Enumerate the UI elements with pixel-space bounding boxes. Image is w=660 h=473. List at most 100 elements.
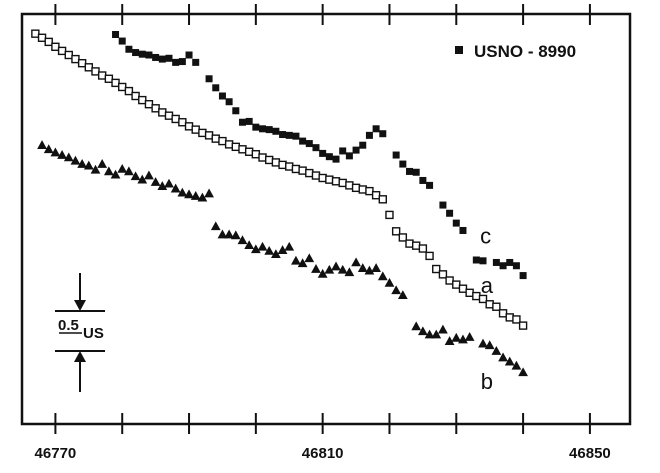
data-point (178, 58, 186, 66)
data-point (152, 53, 160, 61)
data-point (332, 155, 340, 163)
data-point (37, 140, 47, 150)
data-point (444, 336, 455, 345)
data-point (499, 262, 507, 270)
data-point (103, 166, 114, 176)
data-point (144, 170, 154, 180)
data-point (445, 276, 454, 285)
data-point (299, 137, 307, 145)
legend-marker (455, 46, 463, 54)
data-point (224, 229, 234, 239)
data-point (458, 334, 468, 344)
data-point (279, 131, 287, 139)
data-point (398, 233, 408, 242)
data-point (325, 175, 334, 184)
data-point (492, 302, 501, 311)
data-point (91, 67, 100, 76)
data-point (130, 171, 141, 181)
x-tick-label: 46810 (302, 445, 344, 462)
data-point (110, 169, 121, 179)
data-point (438, 324, 448, 334)
data-point (97, 71, 107, 80)
data-point (305, 168, 314, 178)
data-point (405, 239, 414, 248)
data-point (472, 256, 480, 264)
data-point (378, 195, 387, 204)
data-point (164, 111, 174, 120)
data-point (505, 313, 514, 322)
data-point (131, 91, 140, 101)
data-point (498, 309, 508, 318)
data-point (297, 258, 308, 268)
data-point (364, 265, 375, 275)
data-point (271, 158, 281, 167)
data-point (345, 181, 354, 190)
data-point (124, 166, 134, 176)
data-point (518, 367, 528, 377)
data-point (311, 263, 321, 273)
plot-frame (20, 12, 632, 426)
data-point (298, 166, 307, 175)
data-point (472, 291, 481, 301)
data-point (51, 42, 60, 51)
data-point (258, 153, 267, 162)
data-point (192, 58, 200, 66)
data-point (498, 352, 508, 362)
data-point (331, 261, 341, 271)
scale-bar-upper-arrowhead (74, 300, 86, 311)
data-point (324, 264, 335, 274)
data-point (318, 173, 327, 183)
data-point (225, 98, 233, 106)
data-point (438, 270, 448, 279)
data-point (291, 164, 301, 174)
data-point (384, 277, 395, 287)
data-point (184, 189, 194, 199)
x-tick-label: 46770 (35, 445, 77, 462)
data-point (252, 123, 260, 131)
data-point (244, 147, 254, 156)
data-point (371, 263, 381, 273)
data-point (112, 31, 120, 38)
data-point (77, 59, 87, 68)
data-point (304, 253, 315, 263)
series-label-a: a (481, 273, 494, 298)
data-point (458, 284, 468, 293)
series-label-b: b (481, 369, 493, 394)
data-point (391, 227, 401, 236)
data-point (379, 130, 387, 138)
data-point (77, 159, 88, 168)
data-point (512, 262, 520, 270)
bottom-ticks (54, 413, 591, 434)
data-point (319, 149, 327, 157)
data-point (451, 332, 462, 342)
data-point (518, 321, 528, 330)
data-point (204, 188, 214, 198)
data-point (190, 191, 201, 200)
data-point (272, 127, 280, 135)
data-point (165, 54, 173, 62)
data-point (519, 272, 527, 280)
data-point (118, 82, 127, 92)
data-point (224, 140, 234, 149)
data-point (277, 245, 288, 254)
data-point (352, 146, 360, 154)
data-point (264, 245, 275, 255)
data-point (57, 150, 67, 159)
data-point (465, 288, 474, 297)
data-point (338, 178, 347, 188)
legend: USNO - 8990 (455, 42, 576, 61)
data-point (238, 145, 247, 154)
data-point (218, 136, 227, 146)
data-point (359, 141, 367, 149)
data-point (57, 46, 67, 56)
series-b (37, 140, 528, 377)
data-point (411, 321, 422, 331)
data-point (117, 163, 128, 173)
data-point (64, 50, 73, 60)
data-point (71, 54, 80, 64)
data-point (446, 209, 454, 217)
data-point (377, 271, 388, 281)
data-point (418, 326, 428, 336)
data-point (204, 131, 214, 140)
data-point (265, 126, 273, 134)
